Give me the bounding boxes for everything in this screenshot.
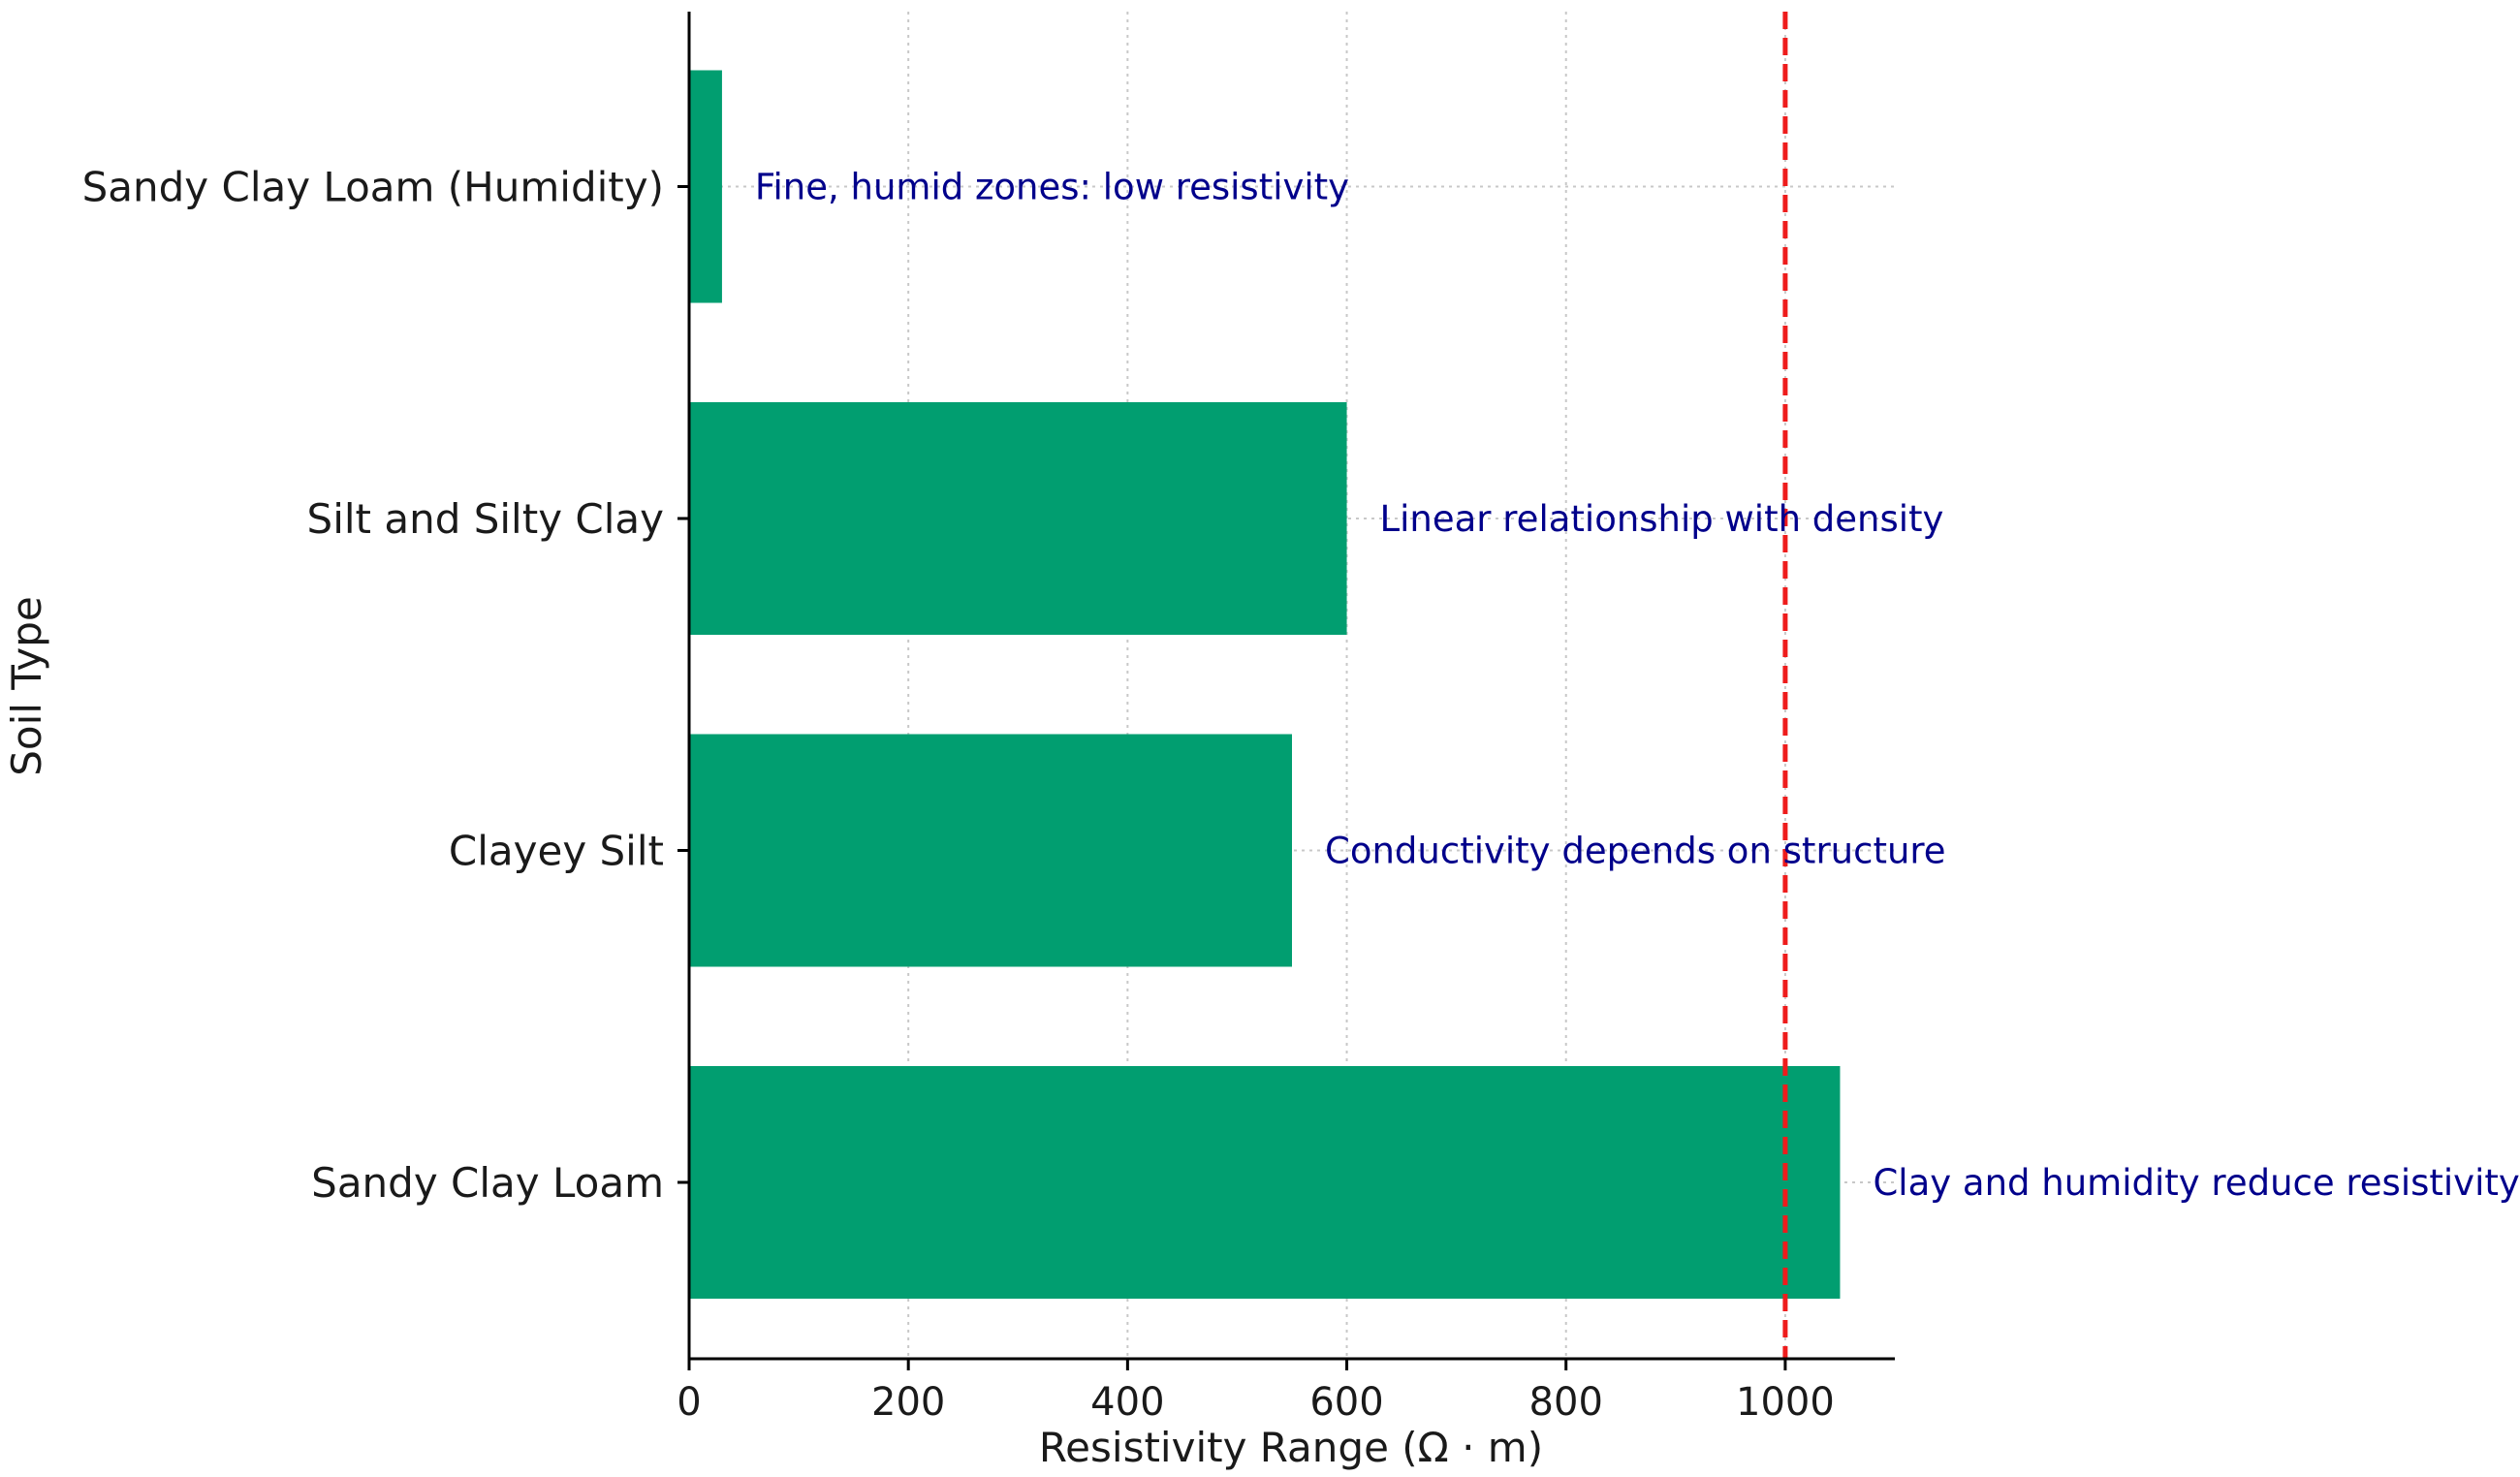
bar-annotation: Linear relationship with density [1380, 498, 1944, 540]
bar [689, 70, 722, 303]
annotations: Clay and humidity reduce resistivity Cond… [755, 167, 2520, 1205]
x-tick-label: 0 [677, 1380, 701, 1425]
category-label: Sandy Clay Loam [311, 1159, 664, 1207]
x-tick-label: 400 [1090, 1380, 1164, 1425]
category-label: Clayey Silt [449, 828, 664, 875]
ticks [677, 185, 1787, 1370]
bar-annotation: Conductivity depends on structure [1325, 831, 1946, 872]
category-label: Sandy Clay Loam (Humidity) [82, 164, 664, 211]
axes [687, 12, 1895, 1361]
bar [689, 402, 1347, 635]
bar [689, 1066, 1841, 1299]
x-tick-label: 200 [871, 1380, 945, 1425]
bar [689, 734, 1292, 967]
labels: 0 200 400 600 800 1000 Sandy Clay Loam Clayey S… [82, 164, 1835, 1426]
bars [689, 70, 1841, 1299]
y-axis-title: Soil Type [3, 596, 50, 776]
x-tick-label: 600 [1309, 1380, 1383, 1425]
bar-annotation: Fine, humid zones: low resistivity [755, 167, 1349, 208]
x-axis-title: Resistivity Range (Ω · m) [1039, 1424, 1543, 1471]
bar-annotation: Clay and humidity reduce resistivity [1873, 1162, 2519, 1204]
x-tick-label: 800 [1529, 1380, 1603, 1425]
x-tick-label: 1000 [1736, 1380, 1835, 1425]
category-label: Silt and Silty Clay [307, 495, 664, 543]
